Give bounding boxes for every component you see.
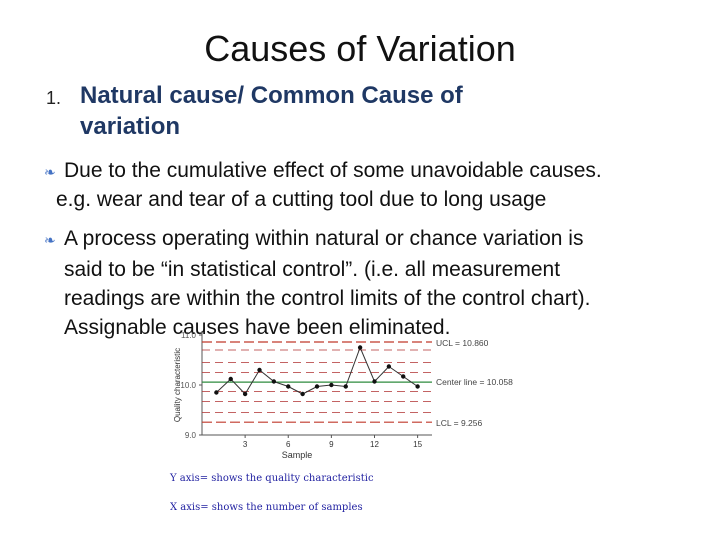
center-line-label: Center line = 10.058	[436, 377, 513, 387]
data-point-14	[401, 374, 406, 379]
data-point-8	[314, 384, 320, 389]
data-point-11	[357, 345, 363, 350]
data-point-7	[300, 391, 305, 397]
data-point-6	[286, 384, 291, 389]
bullet-2-line-1: ❧ A process operating within natural or c…	[44, 224, 704, 255]
bullet-2: ❧ A process operating within natural or c…	[44, 224, 704, 342]
list-number: 1.	[46, 88, 62, 108]
x-tick-label-2: 6	[286, 440, 291, 449]
bullet-2-line-1-text: A process operating within natural or ch…	[64, 227, 584, 250]
control-chart: UCL = 10.860 Center line = 10.058 LCL = 9.…	[173, 331, 513, 460]
x-tick-label-4: 12	[370, 440, 379, 449]
data-point-15	[415, 384, 420, 389]
bullet-1-example: e.g. wear and tear of a cutting tool due…	[56, 188, 547, 211]
data-point-12	[372, 379, 377, 384]
ucl-label: UCL = 10.860	[436, 338, 489, 348]
leaf-bullet-icon: ❧	[44, 232, 56, 248]
x-tick-label-3: 9	[329, 440, 334, 449]
data-point-9	[329, 382, 334, 388]
bullet-1: ❧ Due to the cumulative effect of some un…	[44, 156, 602, 187]
x-axis-note: X axis= shows the number of samples	[170, 502, 363, 513]
data-point-10	[343, 384, 348, 389]
data-point-4	[257, 367, 262, 373]
x-axis-title: Sample	[282, 450, 313, 460]
leaf-bullet-icon: ❧	[44, 164, 56, 180]
data-point-2	[228, 376, 233, 382]
y-tick-label-2: 10.0	[180, 381, 196, 390]
bullet-2-line-3: readings are within the control limits o…	[64, 287, 591, 310]
y-axis-note: Y axis= shows the quality characteristic	[170, 473, 374, 484]
bullet-2-line-2: said to be “in statistical control”. (i.…	[64, 258, 561, 281]
data-point-13	[386, 364, 392, 369]
lcl-label: LCL = 9.256	[436, 418, 483, 428]
section-heading: Natural cause/ Common Cause of variation	[80, 80, 463, 142]
data-point-5	[271, 379, 277, 384]
heading-line-2: variation	[80, 113, 181, 140]
bullet-1-text: Due to the cumulative effect of some una…	[64, 159, 602, 182]
data-point-3	[242, 391, 248, 397]
slide-title: Causes of Variation	[204, 28, 516, 69]
bullet-2-line-4: Assignable causes have been eliminated.	[64, 316, 451, 339]
heading-line-1: Natural cause/ Common Cause of	[80, 82, 463, 109]
y-tick-label-1: 11.0	[181, 331, 197, 340]
y-tick-label-3: 9.0	[185, 431, 197, 440]
x-tick-label-5: 15	[413, 440, 422, 449]
y-axis-title: Quality characteristic	[173, 348, 182, 422]
data-point-1	[214, 390, 219, 395]
x-tick-label-1: 3	[243, 440, 248, 449]
